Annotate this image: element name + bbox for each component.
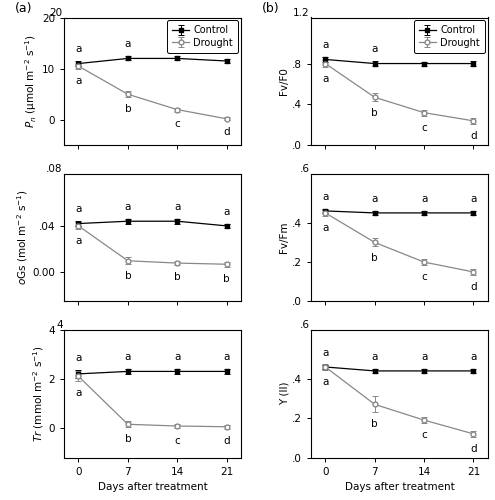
Text: a: a <box>125 40 131 50</box>
Text: a: a <box>372 352 378 362</box>
Text: b: b <box>174 272 181 282</box>
Text: b: b <box>223 274 230 283</box>
Text: .08: .08 <box>46 164 62 173</box>
Y-axis label: $Tr$ (mmol m$^{-2}$ s$^{-1}$): $Tr$ (mmol m$^{-2}$ s$^{-1}$) <box>31 345 46 442</box>
Text: (a): (a) <box>15 2 33 15</box>
Text: a: a <box>75 353 82 363</box>
Text: a: a <box>322 40 329 50</box>
Text: a: a <box>372 194 378 204</box>
Y-axis label: Y (II): Y (II) <box>279 382 290 406</box>
Text: a: a <box>421 44 427 54</box>
Text: a: a <box>75 44 82 54</box>
Text: a: a <box>75 236 82 246</box>
Text: a: a <box>125 202 131 212</box>
Text: b: b <box>125 434 131 444</box>
Text: b: b <box>125 272 131 281</box>
Text: c: c <box>421 430 427 440</box>
Text: a: a <box>223 42 230 52</box>
Y-axis label: Fv/F0: Fv/F0 <box>279 68 290 96</box>
Text: d: d <box>470 444 477 454</box>
Text: a: a <box>223 206 230 216</box>
Text: c: c <box>421 123 427 133</box>
Text: a: a <box>322 223 329 233</box>
Text: a: a <box>421 352 427 362</box>
X-axis label: Days after treatment: Days after treatment <box>98 482 207 492</box>
Text: d: d <box>470 282 477 292</box>
Text: c: c <box>174 436 180 446</box>
Text: a: a <box>174 40 180 50</box>
Text: a: a <box>470 194 477 204</box>
Y-axis label: Fv/Fm: Fv/Fm <box>279 222 290 253</box>
Text: c: c <box>421 272 427 282</box>
Text: a: a <box>125 352 131 362</box>
Text: a: a <box>223 352 230 362</box>
Text: d: d <box>223 436 230 446</box>
Text: c: c <box>174 118 180 128</box>
Text: 4: 4 <box>56 320 62 330</box>
Text: .6: .6 <box>299 164 309 173</box>
Text: a: a <box>75 76 82 86</box>
Legend: Control, Drought: Control, Drought <box>414 20 485 52</box>
Text: a: a <box>75 204 82 214</box>
Text: a: a <box>322 192 329 202</box>
Text: d: d <box>223 128 230 138</box>
Text: (b): (b) <box>262 2 280 15</box>
Text: a: a <box>75 388 82 398</box>
Text: a: a <box>372 44 378 54</box>
Text: b: b <box>371 420 378 430</box>
X-axis label: Days after treatment: Days after treatment <box>345 482 454 492</box>
Text: a: a <box>174 202 180 212</box>
Text: .6: .6 <box>299 320 309 330</box>
Legend: Control, Drought: Control, Drought <box>167 20 238 52</box>
Text: a: a <box>470 44 477 54</box>
Y-axis label: $P_n$ (μmol m$^{-2}$ s$^{-1}$): $P_n$ (μmol m$^{-2}$ s$^{-1}$) <box>24 34 40 128</box>
Text: 1.2: 1.2 <box>293 8 309 18</box>
Text: a: a <box>322 348 329 358</box>
Text: b: b <box>371 254 378 264</box>
Text: b: b <box>371 108 378 118</box>
Y-axis label: $o$Gs (mol m$^{-2}$ s$^{-1}$): $o$Gs (mol m$^{-2}$ s$^{-1}$) <box>15 190 30 286</box>
Text: a: a <box>421 194 427 204</box>
Text: d: d <box>470 131 477 141</box>
Text: a: a <box>322 377 329 387</box>
Text: a: a <box>174 352 180 362</box>
Text: a: a <box>322 74 329 84</box>
Text: b: b <box>125 104 131 115</box>
Text: 20: 20 <box>50 8 62 18</box>
Text: a: a <box>470 352 477 362</box>
